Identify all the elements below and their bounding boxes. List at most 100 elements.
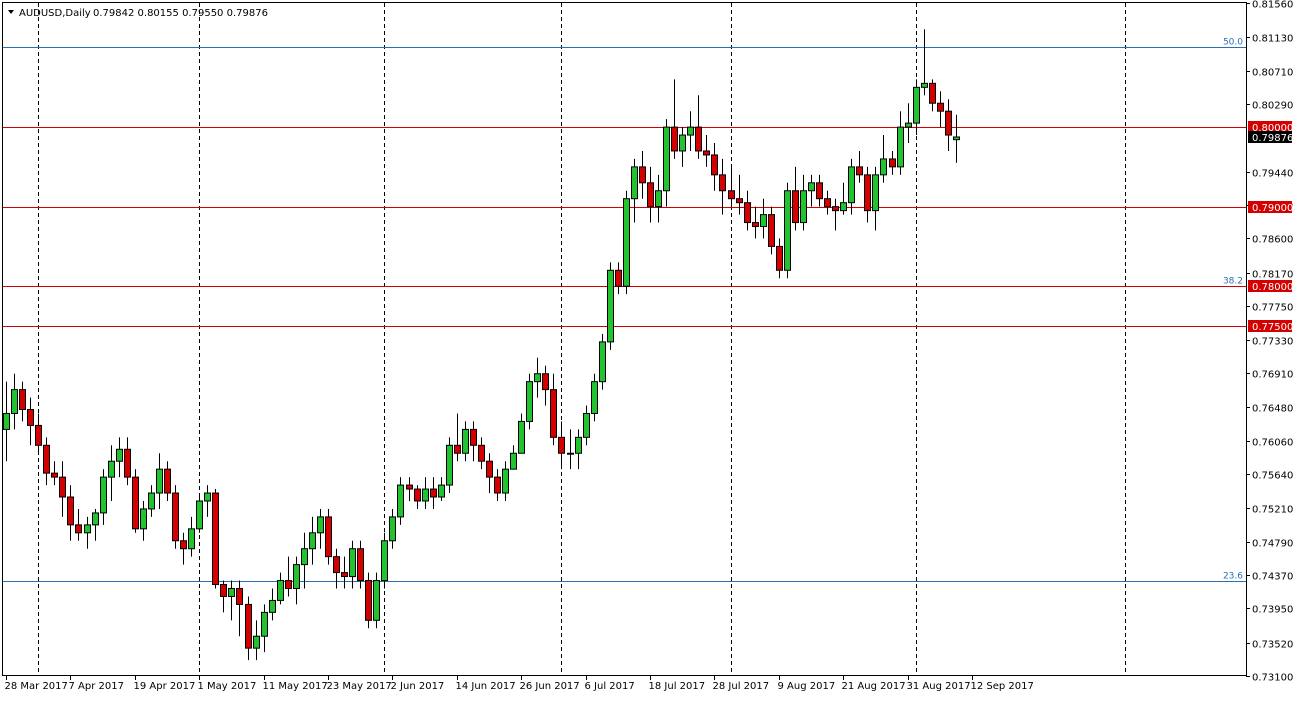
candle: [840, 182, 847, 215]
price-tick-label: 0.73100: [1252, 673, 1293, 684]
candle-body: [711, 154, 718, 176]
candle: [317, 508, 324, 549]
candle-body: [889, 158, 896, 168]
candle-body: [341, 572, 348, 578]
fib-level-label: 23.6: [1223, 572, 1243, 582]
candle-body: [655, 190, 662, 208]
candle: [108, 445, 115, 501]
candle-body: [381, 540, 388, 582]
level-price-tag-label: 0.80000: [1252, 123, 1293, 134]
candle: [575, 429, 582, 470]
candle: [220, 580, 227, 613]
candle: [776, 238, 783, 279]
candle-body: [317, 516, 324, 534]
candle: [768, 206, 775, 255]
candle: [639, 150, 646, 199]
candle: [228, 580, 235, 621]
candle: [277, 572, 284, 605]
candle-body: [373, 580, 380, 621]
candle-body: [921, 82, 928, 88]
candle: [100, 469, 107, 525]
candle: [357, 540, 364, 589]
price-tick-label: 0.76910: [1252, 370, 1293, 381]
candle: [631, 158, 638, 223]
candle-body: [478, 444, 485, 462]
candle: [486, 453, 493, 494]
candle-body: [687, 126, 694, 136]
candle: [478, 437, 485, 470]
candle: [261, 604, 268, 653]
time-tick-label: 21 Aug 2017: [842, 681, 906, 692]
candle: [454, 413, 461, 462]
candle-body: [67, 496, 74, 526]
time-tick-label: 28 Jul 2017: [713, 681, 770, 692]
candle-body: [35, 424, 42, 446]
time-tick-label: 6 Jul 2017: [585, 681, 635, 692]
candle: [808, 174, 815, 207]
candle: [430, 477, 437, 509]
candle-body: [808, 182, 815, 192]
current-price-label: 0.79876: [1252, 133, 1293, 144]
price-tick-label: 0.76060: [1252, 438, 1293, 449]
candle-body: [19, 389, 26, 411]
candle-body: [124, 448, 131, 478]
candle-body: [204, 492, 211, 502]
candle: [945, 99, 952, 151]
candle-body: [245, 603, 252, 649]
candle: [35, 413, 42, 454]
candles: [3, 29, 960, 661]
level-price-tag-label: 0.77500: [1252, 322, 1293, 333]
candle: [253, 620, 260, 661]
candle-body: [824, 198, 831, 208]
candle: [422, 477, 429, 509]
candle-body: [719, 174, 726, 192]
candle-body: [695, 126, 702, 152]
candle-body: [832, 206, 839, 212]
candle-body: [422, 488, 429, 502]
candle: [502, 461, 509, 501]
candle-body: [148, 492, 155, 510]
candle-body: [864, 174, 871, 212]
time-tick-label: 7 Apr 2017: [69, 681, 124, 692]
candle: [333, 548, 340, 589]
candle: [655, 174, 662, 223]
candle-body: [196, 500, 203, 530]
candle: [728, 166, 735, 207]
candle: [832, 198, 839, 231]
candle: [752, 206, 759, 239]
candle-body: [897, 126, 904, 168]
candle-body: [27, 409, 34, 426]
candle: [309, 516, 316, 565]
candle: [623, 190, 630, 295]
candle: [373, 572, 380, 629]
candle: [872, 166, 879, 231]
time-tick-label: 12 Sep 2017: [971, 681, 1034, 692]
candle: [438, 477, 445, 501]
candle: [736, 174, 743, 215]
candle: [800, 174, 807, 231]
candle: [301, 532, 308, 589]
candle: [92, 508, 99, 541]
price-tick-label: 0.77750: [1252, 303, 1293, 314]
symbol-dropdown-icon[interactable]: [8, 10, 14, 14]
time-tick-label: 9 Aug 2017: [778, 681, 836, 692]
candle: [647, 166, 654, 223]
candle: [204, 485, 211, 517]
candle-body: [253, 635, 260, 649]
candle: [341, 556, 348, 589]
candle-body: [132, 476, 139, 530]
candle: [558, 421, 565, 470]
candle-body: [575, 436, 582, 454]
candle-body: [212, 492, 219, 586]
candle-body: [389, 516, 396, 542]
candle: [792, 166, 799, 231]
candle: [816, 174, 823, 207]
candle: [583, 405, 590, 446]
fib-level-label: 38.2: [1223, 277, 1243, 287]
candle-body: [100, 476, 107, 514]
candle: [75, 508, 82, 541]
chart-plot-area[interactable]: [2, 2, 1247, 676]
candle-body: [518, 420, 525, 454]
